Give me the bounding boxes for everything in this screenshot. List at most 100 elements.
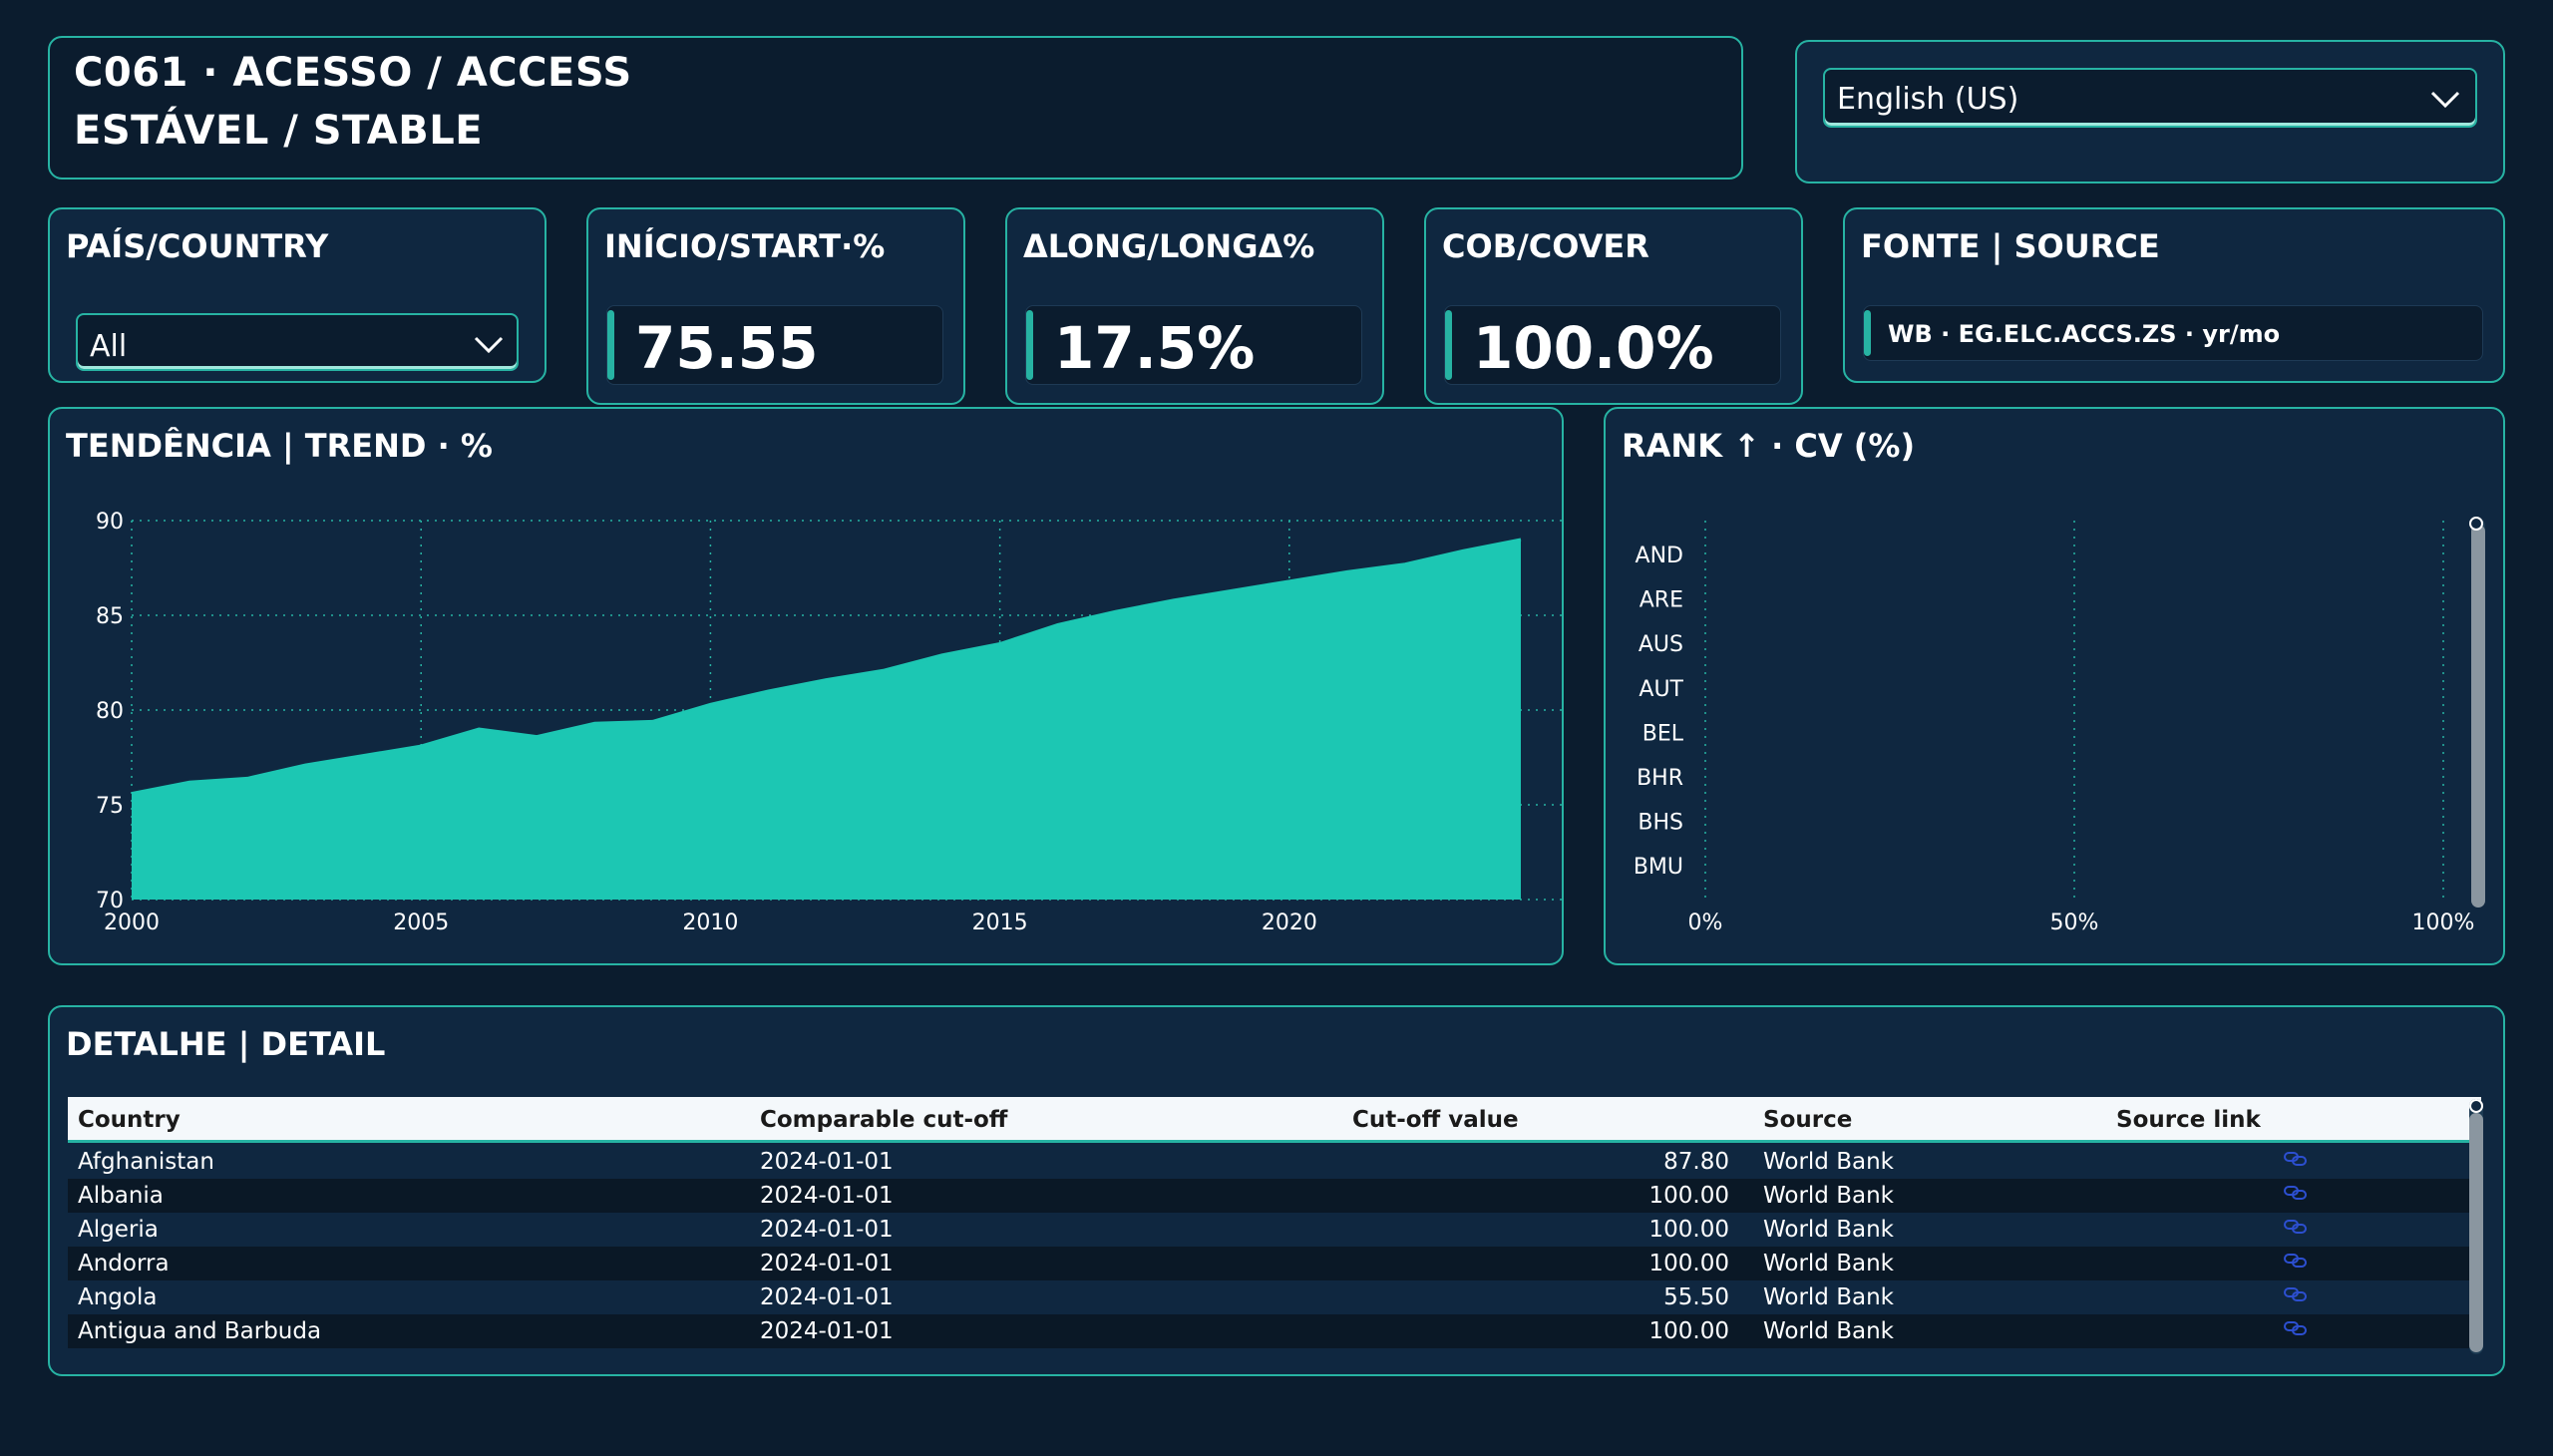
link-icon[interactable]: [2284, 1185, 2308, 1201]
rank-scrollbar-thumb[interactable]: [2471, 525, 2485, 908]
category-label: AUS: [1639, 632, 1683, 657]
kpi-cover-box: 100.0%: [1444, 305, 1781, 385]
trend-area: [132, 540, 1521, 900]
rank-scroll-handle[interactable]: [2469, 517, 2483, 531]
cell-value: 100.00: [1648, 1251, 1729, 1276]
table-scroll-handle[interactable]: [2469, 1099, 2483, 1113]
col-source[interactable]: Source: [1763, 1107, 1853, 1133]
category-label: AND: [1636, 544, 1683, 568]
category-label: AUT: [1639, 677, 1683, 702]
rank-chart-title: RANK ↑ · CV (%): [1622, 427, 1916, 465]
x-tick-label: 2000: [104, 910, 160, 935]
source-accent-bar: [1864, 310, 1871, 356]
table-header: Country Comparable cut-off Cut-off value…: [68, 1097, 2481, 1143]
source-title: FONTE | SOURCE: [1861, 227, 2160, 265]
x-tick-label: 2020: [1262, 910, 1317, 935]
x-tick-label: 0%: [1688, 910, 1723, 935]
y-tick-label: 85: [96, 604, 124, 629]
kpi-cover-value: 100.0%: [1473, 314, 1714, 382]
table-row[interactable]: Andorra 2024-01-01 100.00 World Bank: [68, 1247, 2481, 1280]
table-row[interactable]: Algeria 2024-01-01 100.00 World Bank: [68, 1213, 2481, 1247]
country-filter-title: PAÍS/COUNTRY: [66, 227, 329, 265]
category-label: BHR: [1637, 766, 1683, 791]
table-scrollbar-thumb[interactable]: [2469, 1113, 2483, 1352]
cell-country: Andorra: [78, 1251, 170, 1276]
kpi-cover-title: COB/COVER: [1442, 227, 1649, 265]
cell-country: Antigua and Barbuda: [78, 1318, 322, 1344]
link-icon[interactable]: [2284, 1219, 2308, 1235]
cell-cutoff: 2024-01-01: [760, 1251, 894, 1276]
cell-cutoff: 2024-01-01: [760, 1149, 894, 1175]
cell-cutoff: 2024-01-01: [760, 1318, 894, 1344]
cell-value: 100.00: [1648, 1183, 1729, 1209]
x-tick-label: 2015: [972, 910, 1028, 935]
table-row[interactable]: Afghanistan 2024-01-01 87.80 World Bank: [68, 1145, 2481, 1179]
kpi-start-title: INÍCIO/START·%: [604, 227, 886, 265]
y-tick-label: 75: [96, 794, 124, 819]
kpi-start-box: 75.55: [606, 305, 943, 385]
cell-country: Afghanistan: [78, 1149, 214, 1175]
link-icon[interactable]: [2284, 1286, 2308, 1302]
cell-value: 100.00: [1648, 1318, 1729, 1344]
x-tick-label: 50%: [2050, 910, 2099, 935]
detail-table-title: DETALHE | DETAIL: [66, 1025, 386, 1063]
kpi-start-value: 75.55: [635, 314, 819, 382]
x-tick-label: 2005: [393, 910, 449, 935]
chevron-down-icon: [474, 336, 504, 354]
cell-source: World Bank: [1763, 1251, 1894, 1276]
y-tick-label: 70: [96, 889, 124, 913]
col-source-link[interactable]: Source link: [2116, 1107, 2261, 1133]
table-row[interactable]: Angola 2024-01-01 55.50 World Bank: [68, 1280, 2481, 1314]
cell-cutoff: 2024-01-01: [760, 1284, 894, 1310]
language-dropdown[interactable]: English (US): [1823, 68, 2477, 128]
page-subtitle: ESTÁVEL / STABLE: [74, 108, 484, 154]
cell-source: World Bank: [1763, 1217, 1894, 1243]
kpi-delta-box: 17.5%: [1025, 305, 1362, 385]
trend-chart: 70 75 80 85 90 2000 2005 2010 2015 2020: [96, 510, 1562, 935]
page-title: C061 · ACESSO / ACCESS: [74, 50, 632, 96]
chevron-down-icon: [2430, 91, 2460, 109]
link-icon[interactable]: [2284, 1320, 2308, 1336]
kpi-start-card: INÍCIO/START·% 75.55: [586, 207, 965, 405]
source-card: FONTE | SOURCE WB · EG.ELC.ACCS.ZS · yr/…: [1843, 207, 2505, 383]
cell-source: World Bank: [1763, 1183, 1894, 1209]
detail-table-card: DETALHE | DETAIL Country Comparable cut-…: [48, 1005, 2505, 1376]
cell-source: World Bank: [1763, 1318, 1894, 1344]
source-box: WB · EG.ELC.ACCS.ZS · yr/mo: [1863, 305, 2483, 361]
cell-source: World Bank: [1763, 1149, 1894, 1175]
country-filter-card: PAÍS/COUNTRY All: [48, 207, 547, 383]
link-icon[interactable]: [2284, 1151, 2308, 1167]
table-row[interactable]: Albania 2024-01-01 100.00 World Bank: [68, 1179, 2481, 1213]
trend-chart-card: TENDÊNCIA | TREND · % 70 75 80 85 90 2000 2005…: [48, 407, 1564, 965]
trend-line: [131, 538, 1522, 796]
kpi-accent-bar: [607, 310, 614, 380]
x-tick-label: 100%: [2412, 910, 2475, 935]
y-tick-label: 80: [96, 699, 124, 724]
rank-chart-card: RANK ↑ · CV (%) 0% 50% 100% AND ARE AUS AUT BEL…: [1604, 407, 2505, 965]
rank-chart: 0% 50% 100% AND ARE AUS AUT BEL BHR BHS BMU: [1634, 521, 2475, 935]
kpi-accent-bar: [1026, 310, 1033, 380]
y-tick-label: 90: [96, 510, 124, 535]
country-value: All: [90, 329, 128, 364]
kpi-delta-title: ΔLONG/LONGΔ%: [1023, 227, 1315, 265]
source-value: WB · EG.ELC.ACCS.ZS · yr/mo: [1888, 320, 2281, 348]
category-label: BHS: [1638, 811, 1683, 836]
cell-source: World Bank: [1763, 1284, 1894, 1310]
table-row[interactable]: Antigua and Barbuda 2024-01-01 100.00 World…: [68, 1314, 2481, 1348]
rank-scrollbar[interactable]: [2471, 519, 2485, 908]
col-cutoff[interactable]: Comparable cut-off: [760, 1107, 1008, 1133]
col-country[interactable]: Country: [78, 1107, 181, 1133]
kpi-delta-value: 17.5%: [1054, 314, 1256, 382]
cell-value: 55.50: [1663, 1284, 1729, 1310]
country-dropdown[interactable]: All: [76, 313, 519, 371]
language-value: English (US): [1837, 82, 2019, 117]
category-label: ARE: [1640, 588, 1683, 613]
cell-value: 87.80: [1663, 1149, 1729, 1175]
table-scrollbar[interactable]: [2469, 1099, 2483, 1354]
col-value[interactable]: Cut-off value: [1352, 1107, 1519, 1133]
link-icon[interactable]: [2284, 1253, 2308, 1269]
kpi-accent-bar: [1445, 310, 1452, 380]
cell-country: Albania: [78, 1183, 164, 1209]
cell-cutoff: 2024-01-01: [760, 1183, 894, 1209]
x-tick-label: 2010: [682, 910, 738, 935]
